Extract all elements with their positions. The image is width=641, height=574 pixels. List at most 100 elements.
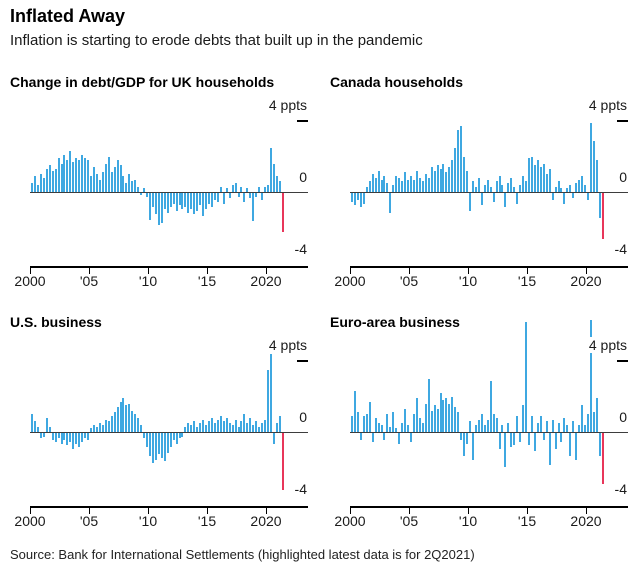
data-bar (149, 433, 151, 457)
x-axis-tick (266, 507, 267, 514)
x-axis-tick (148, 267, 149, 274)
data-bar (581, 176, 584, 192)
data-bar (45, 417, 48, 432)
data-bar (75, 158, 78, 192)
data-bar (519, 184, 522, 192)
data-bar (66, 160, 69, 192)
data-bar (143, 188, 146, 192)
data-bar (160, 433, 163, 458)
data-bar (569, 184, 572, 192)
data-bar (353, 193, 356, 206)
data-bar (78, 433, 81, 448)
x-axis-tick-label: 2000 (14, 273, 46, 289)
data-bar (545, 174, 548, 192)
data-bar (275, 423, 278, 432)
page-title: Inflated Away (10, 6, 126, 26)
data-bar (143, 433, 146, 439)
data-bar (60, 163, 63, 192)
chart-title: Change in debt/GDP for UK households (10, 74, 275, 90)
data-bar (451, 160, 454, 192)
data-bar (269, 147, 272, 192)
data-bar (598, 193, 601, 218)
data-bar (95, 426, 98, 432)
y-axis-zero-label: 0 (298, 409, 308, 425)
data-bar (190, 193, 193, 209)
x-axis-tick-label: '05 (399, 273, 419, 289)
data-bar (157, 193, 160, 225)
y-axis-bottom-label: -4 (613, 481, 628, 497)
data-bar (389, 193, 392, 213)
data-bar (460, 126, 463, 192)
data-bar (210, 193, 213, 208)
data-bar (119, 401, 122, 432)
data-bar (92, 167, 95, 192)
x-axis-line (350, 266, 628, 268)
x-axis-tick-label: 2020 (570, 273, 602, 289)
data-bar (39, 174, 42, 192)
data-bar (131, 181, 134, 192)
data-bar (530, 416, 533, 432)
data-bar (377, 170, 380, 192)
data-bar (272, 163, 275, 192)
data-bar (69, 433, 72, 442)
data-bar (90, 428, 92, 432)
data-bar (219, 416, 222, 432)
data-bar (424, 403, 427, 432)
y-axis-zero-label: 0 (618, 169, 628, 185)
data-bar (589, 320, 592, 432)
data-bar (471, 181, 474, 192)
data-bar (181, 433, 184, 437)
data-bar (356, 412, 359, 432)
data-bar (75, 433, 78, 444)
data-bar (433, 405, 436, 432)
data-bar (237, 193, 240, 197)
data-bar (110, 172, 113, 192)
data-bar (551, 419, 554, 432)
data-bar (264, 419, 267, 432)
data-bar (42, 177, 45, 192)
data-bar (63, 154, 66, 192)
data-bar (371, 174, 374, 192)
data-bar (460, 433, 463, 441)
data-bar (380, 179, 383, 192)
data-bar (134, 179, 137, 192)
chart-panel-euro-area-business: Euro-area business 4 ppts 0 -4 2000 '05 '1… (330, 310, 640, 542)
data-bar (33, 176, 36, 192)
data-bar (208, 421, 210, 432)
data-bar (57, 433, 60, 439)
data-bar (222, 193, 225, 204)
data-bar (463, 433, 466, 457)
data-bar (572, 421, 575, 432)
data-bar (528, 158, 530, 192)
data-bar (146, 193, 149, 197)
data-bar (84, 433, 87, 439)
data-bar (575, 183, 578, 192)
data-bar (125, 405, 128, 432)
data-bar (436, 408, 439, 432)
data-bar (255, 193, 258, 197)
x-axis-tick (30, 507, 31, 514)
x-axis-line (30, 506, 308, 508)
data-bar (246, 188, 249, 192)
data-bar (196, 193, 199, 211)
data-bar (42, 433, 45, 437)
data-bar (401, 423, 404, 432)
data-bar (533, 165, 536, 192)
data-bar (140, 193, 143, 195)
data-bar (569, 433, 572, 457)
y-axis-top-label: 4 ppts (267, 337, 308, 353)
data-bar (60, 433, 63, 444)
data-bar (237, 426, 240, 432)
y-axis-top-label: 4 ppts (587, 337, 628, 353)
data-bar (87, 433, 90, 441)
data-bar (551, 193, 554, 201)
data-bar (351, 416, 353, 432)
data-bar (252, 193, 255, 222)
data-bar (466, 433, 469, 444)
data-bar (213, 423, 216, 432)
data-bar (548, 433, 551, 465)
data-bar (122, 398, 125, 432)
data-bar (418, 177, 421, 192)
data-bar (421, 181, 424, 192)
